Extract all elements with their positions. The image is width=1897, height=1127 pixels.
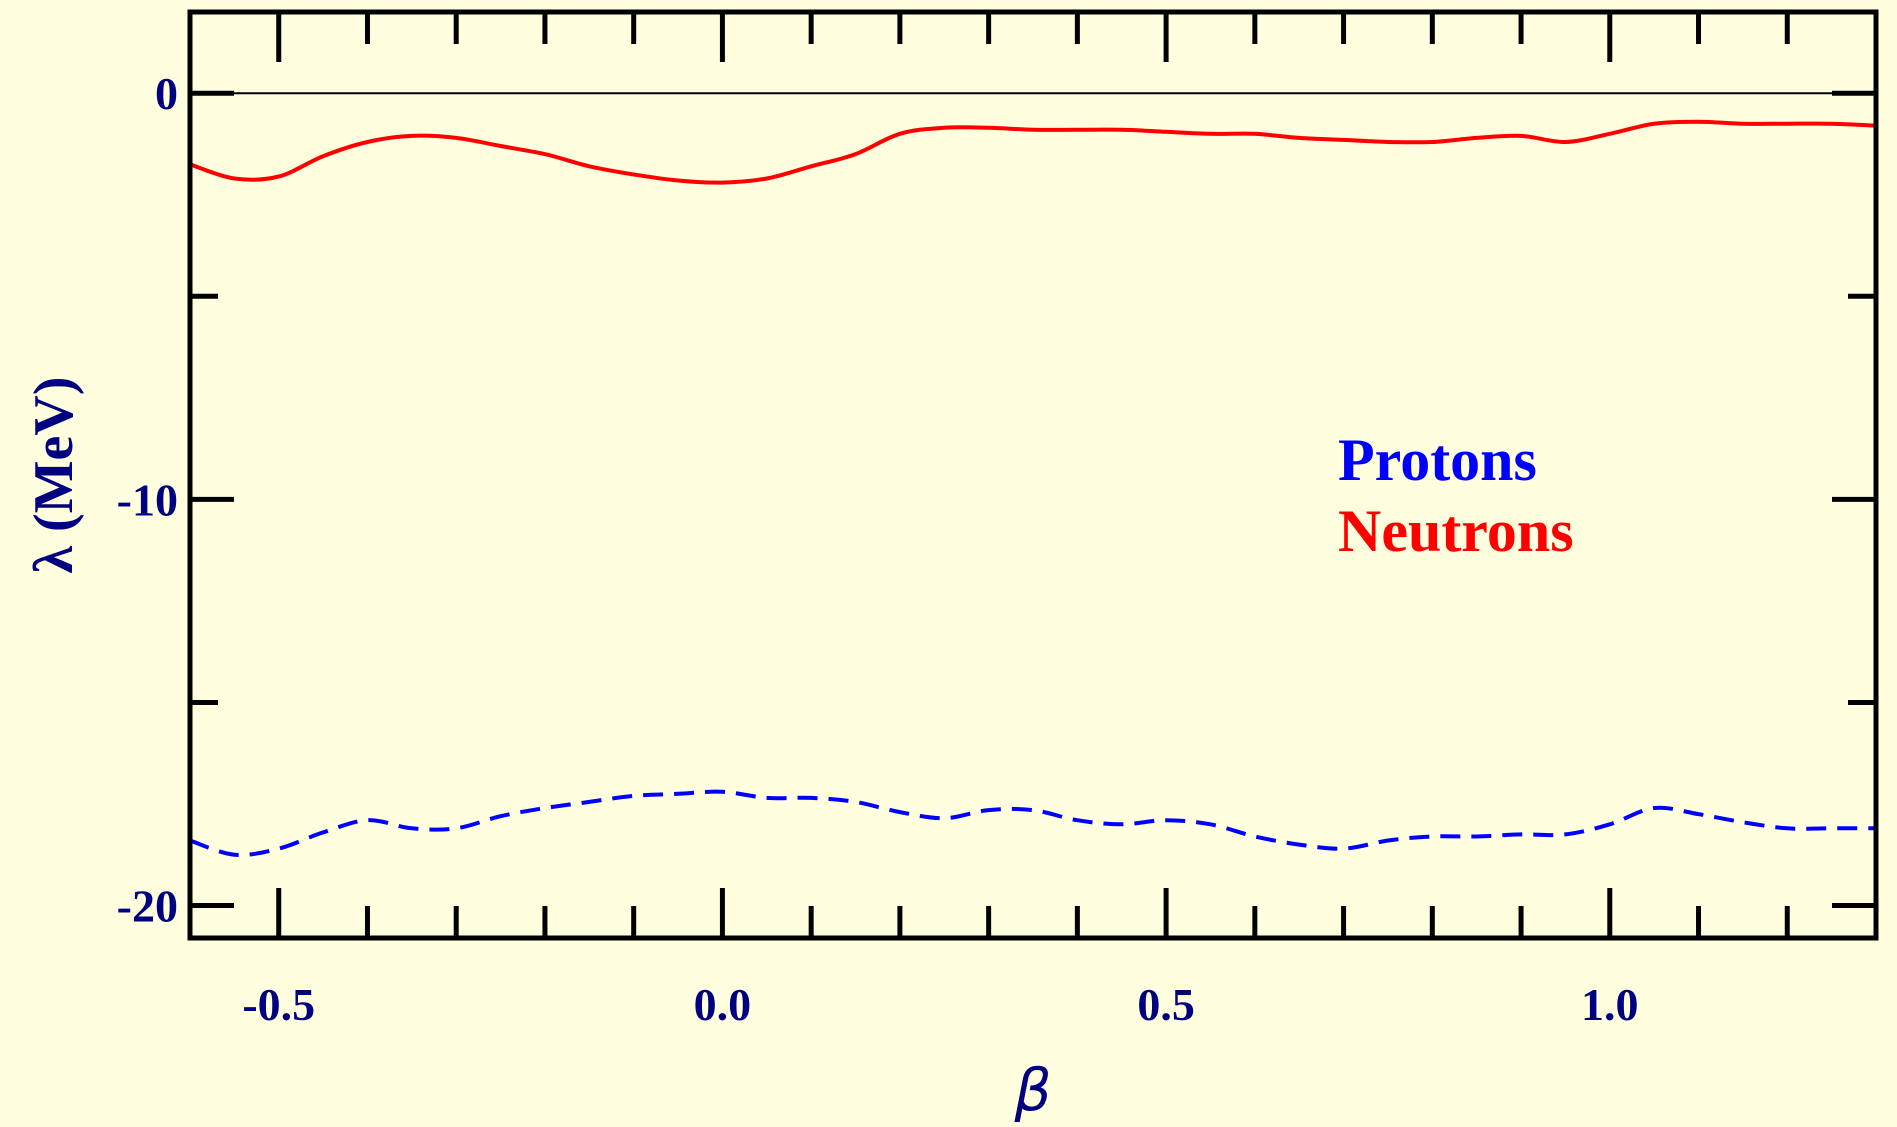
series-line-neutrons	[189, 119, 1877, 185]
x-tick-label: 1.0	[1581, 979, 1639, 1030]
legend-protons: Protons	[1338, 427, 1537, 493]
plot-frame	[187, 9, 1879, 941]
y-axis-title: λ (MeV)	[23, 377, 85, 574]
series-line-protons	[189, 789, 1876, 857]
y-tick-label: -10	[117, 474, 178, 525]
legend-neutrons: Neutrons	[1338, 498, 1574, 564]
x-tick-label: -0.5	[242, 979, 315, 1030]
x-tick-label: 0.5	[1137, 979, 1195, 1030]
y-tick-label: -20	[117, 881, 178, 932]
data-series	[189, 119, 1877, 857]
x-tick-label: 0.0	[694, 979, 752, 1030]
y-tick-label: 0	[155, 68, 178, 119]
tick-labels: -0.5 0.0 0.5 1.0 0 -10 -20	[117, 68, 1639, 1030]
x-axis-title: β	[1013, 1056, 1051, 1124]
